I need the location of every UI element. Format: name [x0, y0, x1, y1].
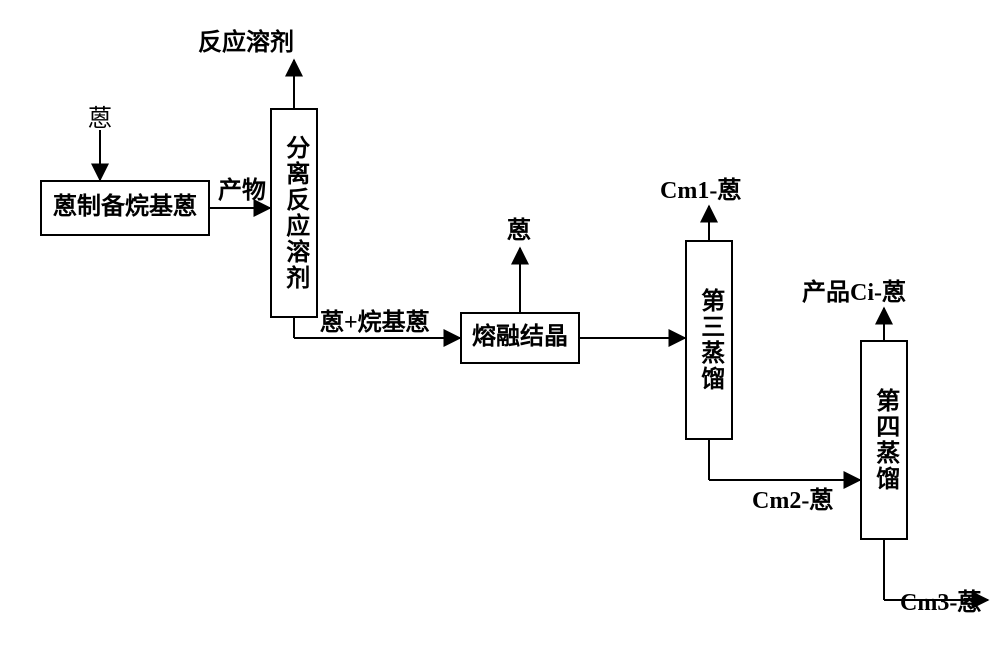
melt-crystallization-box: 熔融结晶 [460, 312, 580, 364]
fourth-distillation-box: 第四蒸馏 [860, 340, 908, 540]
ci-product-label: 产品Ci-蒽 [802, 280, 906, 306]
cm1-label: Cm1-蒽 [660, 178, 741, 204]
separation-box: 分离反应溶剂 [270, 108, 318, 318]
recycled-anthracene-label: 蒽 [507, 218, 531, 244]
cm2-label: Cm2-蒽 [752, 488, 833, 514]
input-anthracene-label: 蒽 [88, 106, 112, 132]
third-distillation-box: 第三蒸馏 [685, 240, 733, 440]
product-label: 产物 [218, 178, 266, 204]
reaction-solvent-label: 反应溶剂 [198, 30, 294, 56]
cm3-label: Cm3-蒽 [900, 590, 981, 616]
prep-box: 蒽制备烷基蒽 [40, 180, 210, 236]
flowchart-canvas: 蒽 反应溶剂 产物 蒽+烷基蒽 蒽 Cm1-蒽 Cm2-蒽 产品Ci-蒽 Cm3… [0, 0, 1000, 663]
mixture-label: 蒽+烷基蒽 [320, 310, 430, 336]
